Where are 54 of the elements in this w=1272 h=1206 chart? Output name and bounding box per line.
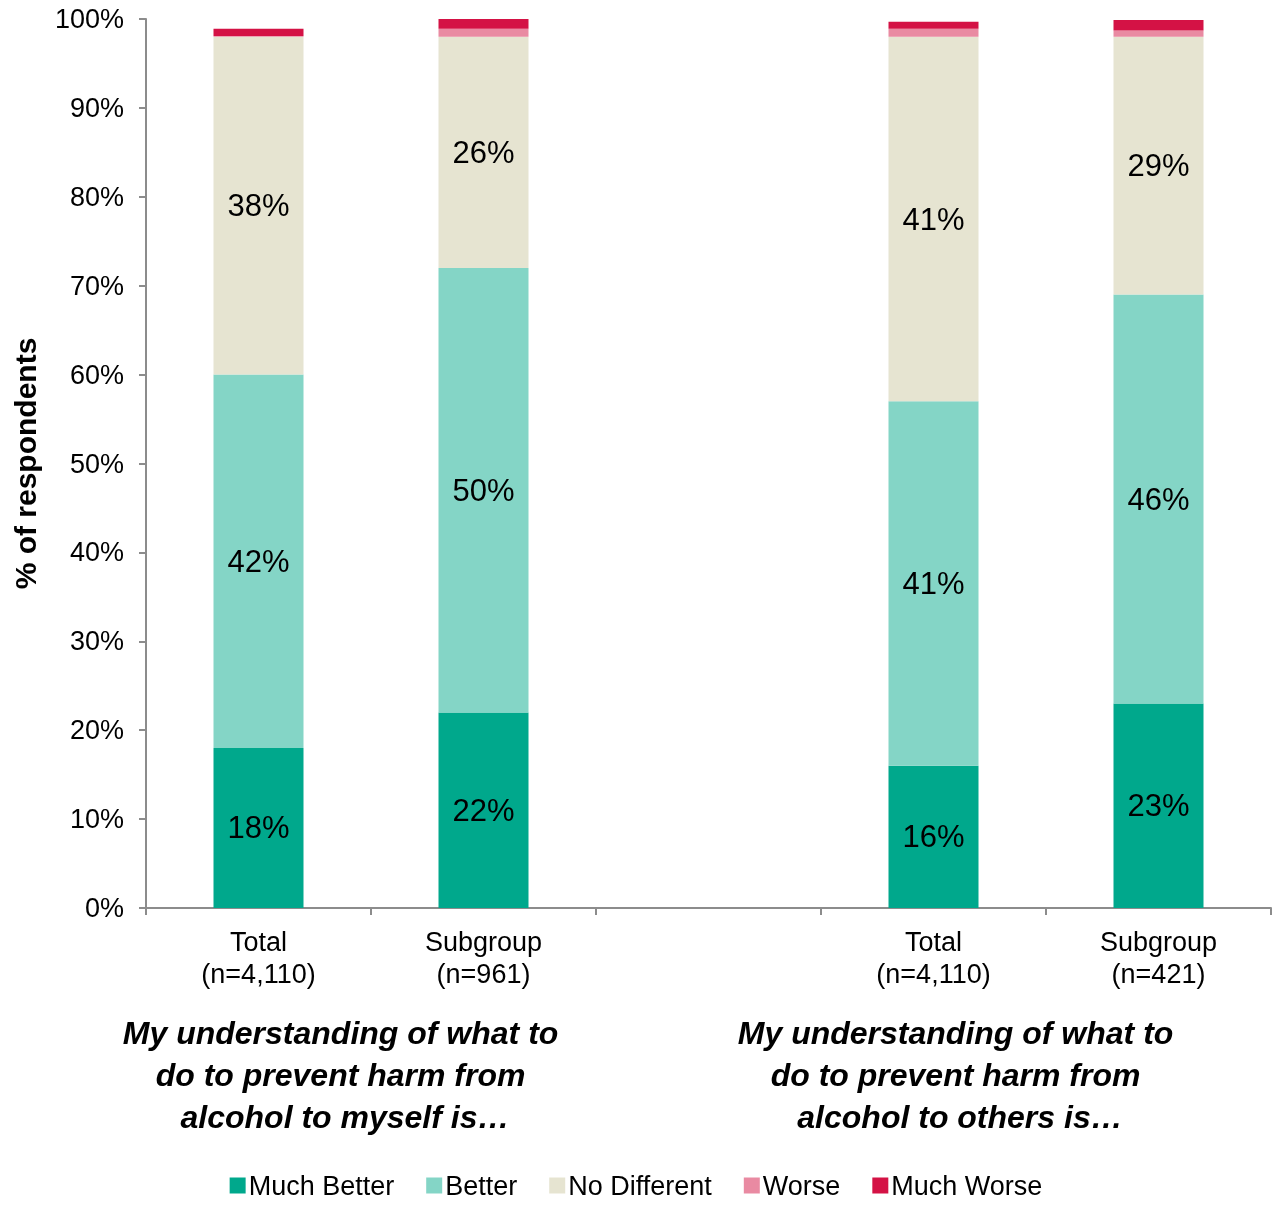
- bar: [213, 747, 304, 908]
- bar: [888, 765, 979, 908]
- bar: [438, 19, 529, 29]
- x-tick-label: Subgroup (n=421): [1099, 927, 1218, 989]
- y-tick-label: 80%: [69, 181, 124, 212]
- legend-label: Worse: [762, 1170, 841, 1201]
- y-tick-label: 0%: [84, 893, 124, 923]
- bar: [213, 28, 304, 36]
- y-tick-label: 20%: [69, 715, 124, 746]
- text: My understanding of what to do to prevent harm from alcohol to myself is…: [122, 1015, 568, 1135]
- bar: [213, 374, 304, 748]
- bar: [1113, 30, 1204, 37]
- data-label: 50%: [452, 472, 515, 508]
- data-label: 46%: [1127, 481, 1190, 517]
- y-tick-label: 10%: [69, 804, 124, 835]
- text: My understanding of what to do to prevent harm from alcohol to others is…: [737, 1015, 1183, 1135]
- y-tick-label: 40%: [69, 537, 124, 568]
- y-axis-title: % of respondents: [8, 337, 42, 590]
- data-label: 41%: [902, 201, 965, 237]
- bar: [1113, 19, 1204, 31]
- y-tick-label: 30%: [69, 626, 124, 657]
- data-label: 41%: [902, 566, 965, 602]
- data-label: 23%: [1127, 788, 1190, 824]
- bar: [438, 36, 529, 268]
- bar: [1113, 703, 1204, 908]
- data-label: 22%: [452, 792, 515, 828]
- data-label: 42%: [227, 543, 290, 579]
- legend-label: Better: [445, 1170, 518, 1201]
- bar: [438, 267, 529, 713]
- bar: [438, 28, 529, 37]
- bar: [1113, 36, 1204, 295]
- data-label: 16%: [902, 819, 965, 855]
- y-tick-label: 70%: [69, 270, 124, 301]
- y-tick-label: 90%: [69, 92, 124, 123]
- x-tick-label: Total (n=4,110): [876, 927, 991, 989]
- y-tick-label: 60%: [69, 359, 124, 390]
- bar: [888, 21, 979, 29]
- bar: [1113, 294, 1204, 704]
- bar: [438, 712, 529, 908]
- data-label: 18%: [227, 810, 290, 846]
- bar: [888, 401, 979, 766]
- y-tick-label: 100%: [54, 4, 124, 34]
- x-tick-label: Total (n=4,110): [201, 927, 316, 989]
- legend-label: Much Better: [248, 1170, 395, 1201]
- bar: [213, 36, 304, 375]
- data-label: 38%: [227, 188, 290, 224]
- bar: [888, 36, 979, 402]
- x-tick-label: Subgroup (n=961): [424, 927, 543, 989]
- data-label: 26%: [452, 134, 515, 170]
- legend-label: No Different: [568, 1170, 713, 1201]
- data-label: 29%: [1127, 148, 1190, 184]
- y-tick-label: 50%: [69, 448, 124, 479]
- legend-label: Much Worse: [891, 1170, 1043, 1201]
- bar: [888, 28, 979, 37]
